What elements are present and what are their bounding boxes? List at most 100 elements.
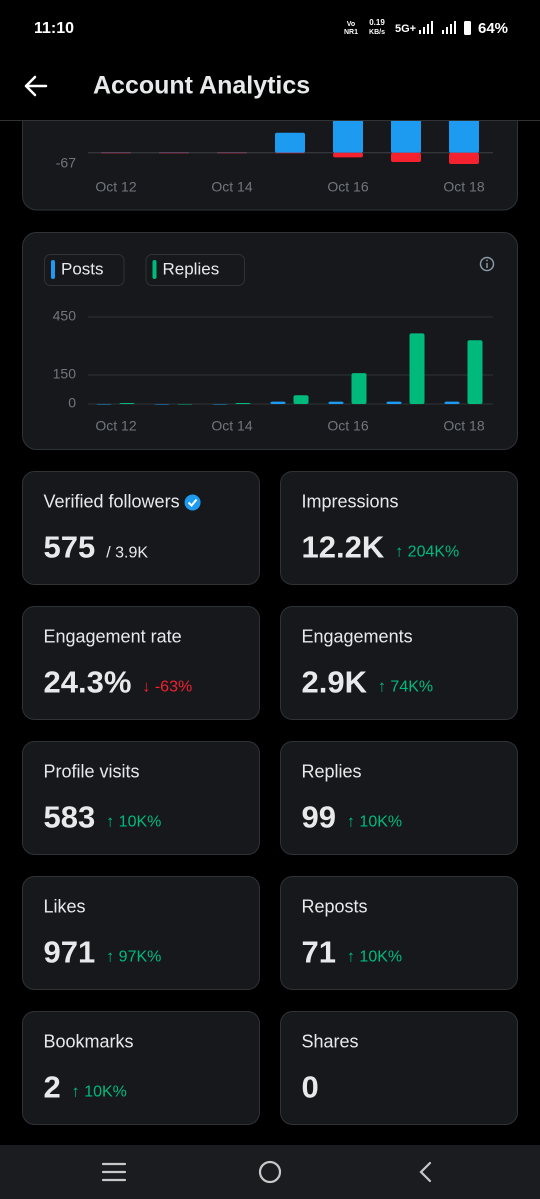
stat-value: 71 xyxy=(302,935,336,970)
stat-total: / 3.9K xyxy=(106,545,148,562)
x-tick-label: Oct 14 xyxy=(211,418,252,434)
legend-item[interactable] xyxy=(145,254,245,286)
y-tick-label: 150 xyxy=(53,366,77,382)
bar xyxy=(212,404,228,405)
y-tick-label: 450 xyxy=(53,308,77,324)
stat-change: ↑ 10K% xyxy=(347,814,402,831)
x-tick-label: Oct 16 xyxy=(327,418,368,434)
bar xyxy=(391,152,421,162)
status-battery: 64% xyxy=(478,20,508,37)
stat-label: Bookmarks xyxy=(44,1031,134,1051)
stat-change: ↑ 10K% xyxy=(72,1084,127,1101)
stat-card xyxy=(22,606,260,720)
stat-change: ↑ 10K% xyxy=(106,814,161,831)
bar xyxy=(177,404,193,405)
legend-swatch xyxy=(51,260,55,279)
chart: -67 Oct 12 Oct 14 Oct 16 Oct 18 xyxy=(56,89,493,195)
info-icon[interactable] xyxy=(479,256,495,272)
stat-change: ↑ 10K% xyxy=(347,949,402,966)
stat-card xyxy=(22,741,260,855)
page-title: Account Analytics xyxy=(93,72,310,100)
bar xyxy=(351,373,367,404)
status-network: 5G+ xyxy=(395,23,416,35)
x-tick-label: Oct 18 xyxy=(443,418,484,434)
stat-card xyxy=(280,471,518,585)
stat-value: 0 xyxy=(302,1070,319,1105)
x-tick-label: Oct 12 xyxy=(95,418,136,434)
signal-icons xyxy=(419,21,471,35)
x-tick-label: Oct 12 xyxy=(95,179,136,195)
stat-card xyxy=(280,741,518,855)
verified-badge xyxy=(184,494,201,511)
stat-label: Engagements xyxy=(302,626,413,646)
status-speed: 0.19 xyxy=(369,18,385,27)
stat-value: 2.9K xyxy=(302,665,368,700)
bar xyxy=(217,152,247,154)
verified-check xyxy=(187,498,198,507)
nav-bar xyxy=(0,1145,540,1199)
legend-label: Replies xyxy=(163,259,220,278)
back-button[interactable] xyxy=(24,75,48,97)
stat-label: Likes xyxy=(44,896,86,916)
stat-value: 2 xyxy=(44,1070,61,1105)
stat-card xyxy=(22,1011,260,1125)
bar xyxy=(235,403,251,404)
x-tick-label: Oct 14 xyxy=(211,179,252,195)
header-bg xyxy=(0,0,540,120)
nav-icons[interactable] xyxy=(101,1160,432,1184)
y-tick-label: -67 xyxy=(56,155,76,171)
stats-grid: Verified followers 575 / 3.9K Impressions 12… xyxy=(22,471,518,1125)
bar xyxy=(386,401,402,404)
bar xyxy=(154,404,170,405)
bar xyxy=(328,401,344,404)
bar xyxy=(275,132,305,153)
bar xyxy=(270,401,286,404)
stat-value: 583 xyxy=(44,800,96,835)
status-carrier: Vo xyxy=(347,21,355,28)
stat-value: 12.2K xyxy=(302,530,385,565)
bar xyxy=(119,403,135,404)
stat-change: ↑ 97K% xyxy=(106,949,161,966)
x-tick-label: Oct 18 xyxy=(443,179,484,195)
status-speed-unit: KB/s xyxy=(369,29,385,36)
bar xyxy=(467,340,483,404)
stat-card xyxy=(22,876,260,990)
bar xyxy=(101,152,131,154)
x-tick-label: Oct 16 xyxy=(327,179,368,195)
stat-label: Reposts xyxy=(302,896,368,916)
chart: 0 150 450 Oct 12 Oct 14 Oct 16 Oct 18 Posts Repl… xyxy=(44,254,493,434)
stat-card xyxy=(280,606,518,720)
stat-label: Engagement rate xyxy=(44,626,182,646)
stat-card xyxy=(280,876,518,990)
stat-change: ↑ 204K% xyxy=(395,544,459,561)
legend-label: Posts xyxy=(61,259,104,278)
stat-change: ↑ 74K% xyxy=(378,679,433,696)
stat-label: Verified followers xyxy=(44,491,180,511)
bar xyxy=(409,333,425,404)
legend-item[interactable] xyxy=(44,254,125,286)
stat-value: 971 xyxy=(44,935,96,970)
stat-value: 575 xyxy=(44,530,96,565)
stat-card xyxy=(280,1011,518,1125)
stat-label: Replies xyxy=(302,761,362,781)
bar xyxy=(96,404,112,405)
status-time: 11:10 xyxy=(34,20,74,37)
stat-label: Shares xyxy=(302,1031,359,1051)
y-tick-label: 0 xyxy=(68,395,76,411)
bar xyxy=(275,152,305,154)
bar xyxy=(293,395,309,404)
status-carrier: NR1 xyxy=(344,29,358,36)
stat-value: 99 xyxy=(302,800,336,835)
stat-label: Impressions xyxy=(302,491,399,511)
bar xyxy=(449,152,479,164)
stat-card xyxy=(22,471,260,585)
bar xyxy=(444,401,460,404)
legend-swatch xyxy=(152,260,157,279)
stat-label: Profile visits xyxy=(44,761,140,781)
chart-card xyxy=(22,232,518,450)
stat-value: 24.3% xyxy=(44,665,132,700)
bar xyxy=(159,152,189,154)
bar xyxy=(333,152,363,158)
